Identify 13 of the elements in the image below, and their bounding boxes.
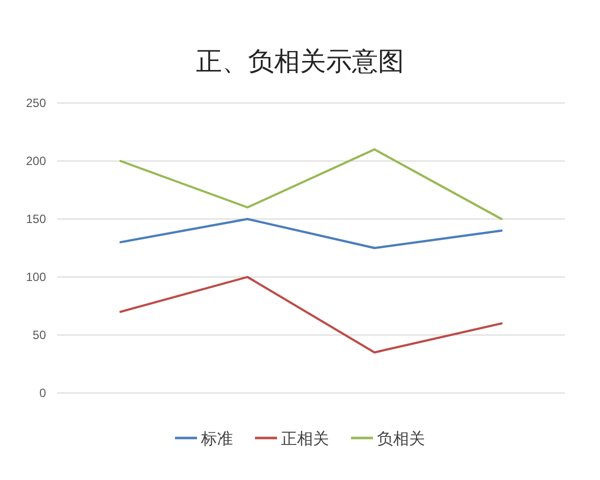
- legend-label: 标准: [200, 429, 233, 448]
- y-tick-label: 250: [26, 96, 46, 110]
- y-tick-label: 200: [26, 154, 46, 168]
- y-tick-label: 50: [32, 328, 46, 342]
- y-tick-label: 0: [39, 386, 46, 400]
- line-series: [119, 218, 503, 250]
- y-tick-label: 150: [26, 212, 46, 226]
- y-tick-label: 100: [26, 270, 46, 284]
- chart-title: 正、负相关示意图: [196, 47, 404, 77]
- line-series: [119, 276, 503, 354]
- legend-label: 正相关: [281, 429, 329, 448]
- legend-label: 负相关: [377, 429, 425, 448]
- line-series: [119, 148, 503, 220]
